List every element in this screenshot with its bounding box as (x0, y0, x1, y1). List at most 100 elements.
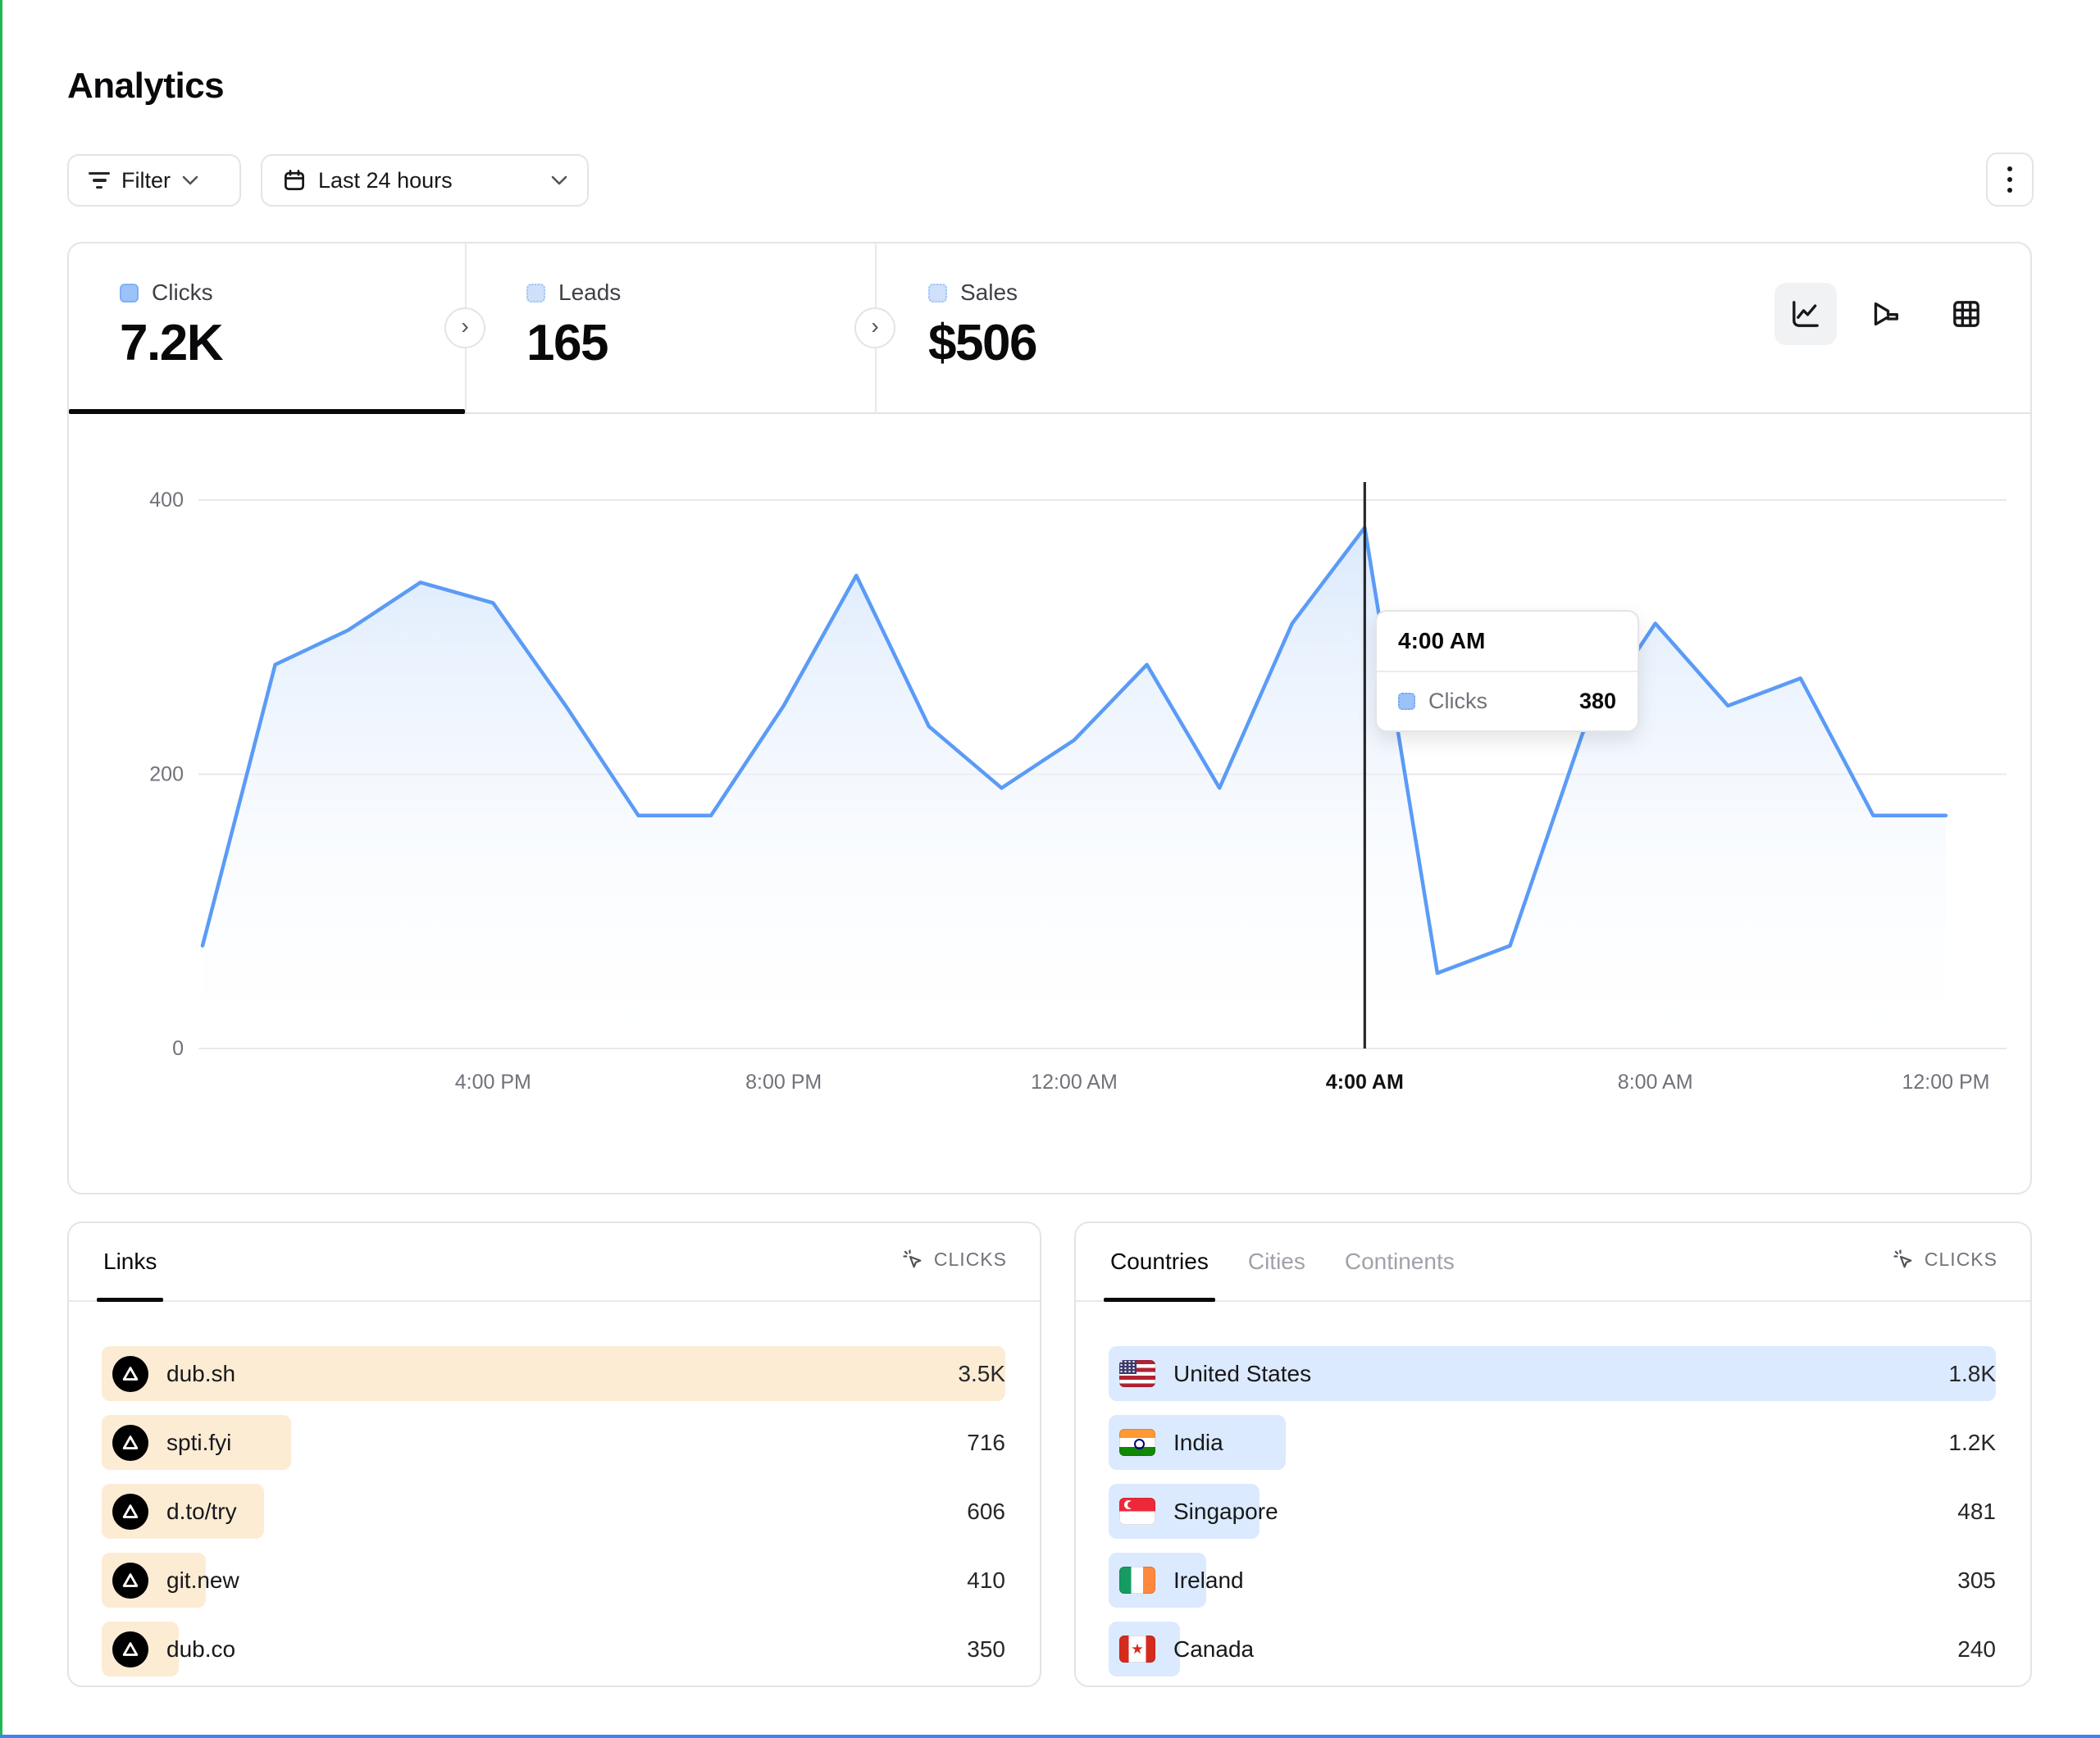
calendar-icon (285, 170, 304, 190)
analytics-chart-card: Clicks 7.2K Leads 165 Sales $506 › › (67, 242, 2032, 1194)
country-bar (1109, 1346, 1996, 1401)
table-view-button[interactable] (1935, 283, 1998, 345)
link-row-d.to/try[interactable]: d.to/try 606 (102, 1484, 1005, 1539)
link-name: spti.fyi (166, 1429, 232, 1455)
link-row-dub.co[interactable]: dub.co 350 (102, 1622, 1005, 1677)
expand-leads-chevron-button[interactable]: › (444, 307, 485, 348)
table-grid-icon (1953, 301, 1979, 327)
country-row-Ireland[interactable]: Ireland 305 (1109, 1553, 1996, 1608)
ca-flag-icon (1119, 1636, 1155, 1663)
link-value: 350 (967, 1636, 1005, 1662)
country-name: Ireland (1173, 1567, 1244, 1593)
sales-label: Sales (960, 280, 1018, 305)
in-flag-icon (1119, 1429, 1155, 1456)
filter-icon (89, 171, 110, 189)
dub-favicon (112, 1355, 148, 1392)
links-panel-header: Links CLICKS (69, 1223, 1040, 1302)
link-bar (102, 1346, 1005, 1401)
country-value: 305 (1957, 1567, 1996, 1593)
clicks-area-chart[interactable]: 0 200 400 4:00 PM 8:00 PM 12:00 AM 4:00 AM 8:00… (75, 459, 2027, 1125)
links-metric-label: CLICKS (933, 1248, 1007, 1270)
us-flag-icon (1119, 1360, 1155, 1387)
leads-label: Leads (558, 280, 622, 305)
dub-favicon (112, 1631, 148, 1667)
expand-sales-chevron-button[interactable]: › (854, 307, 895, 348)
tab-continents[interactable]: Continents (1344, 1249, 1455, 1274)
tab-cities[interactable]: Cities (1247, 1249, 1305, 1274)
links-panel: Links CLICKS dub.sh 3.5K spti.fyi 716 d.to/t… (67, 1222, 1041, 1687)
cursor-click-icon (1893, 1249, 1912, 1268)
tab-links[interactable]: Links (96, 1223, 164, 1302)
tooltip-value: 380 (1578, 689, 1616, 713)
leads-value: 165 (526, 315, 608, 371)
dub-favicon (112, 1493, 148, 1530)
country-name: United States (1173, 1360, 1312, 1386)
tab-countries[interactable]: Countries (1104, 1223, 1215, 1302)
link-row-spti.fyi[interactable]: spti.fyi 716 (102, 1415, 1005, 1470)
active-tab-underline (69, 409, 465, 414)
stats-tabs-row: Clicks 7.2K Leads 165 Sales $506 › › (69, 243, 2030, 414)
x-axis-tick-12-00-AM: 12:00 AM (1031, 1071, 1118, 1094)
x-axis-tick-8-00-AM: 8:00 AM (1618, 1071, 1693, 1094)
filter-button[interactable]: Filter (67, 154, 241, 207)
chevron-down-icon (551, 175, 567, 185)
y-axis-tick-400: 400 (149, 489, 184, 512)
clicks-value: 7.2K (120, 315, 223, 371)
line-chart-icon (1793, 301, 1819, 327)
country-row-India[interactable]: India 1.2K (1109, 1415, 1996, 1470)
page-title: Analytics (67, 66, 225, 106)
funnel-view-button[interactable] (1855, 283, 1917, 345)
ie-flag-icon (1119, 1567, 1155, 1594)
countries-panel-header: Countries Cities Continents CLICKS (1076, 1223, 2030, 1302)
countries-panel: Countries Cities Continents CLICKS United … (1074, 1222, 2032, 1687)
link-value: 716 (967, 1429, 1005, 1455)
sales-value: $506 (928, 315, 1037, 371)
country-row-Canada[interactable]: Canada 240 (1109, 1622, 1996, 1677)
x-axis-tick-4-00-PM: 4:00 PM (455, 1071, 531, 1094)
date-range-label: Last 24 hours (318, 167, 453, 193)
tooltip-legend-square (1398, 693, 1415, 710)
y-axis-tick-0: 0 (172, 1037, 184, 1060)
tooltip-series-label: Clicks (1428, 689, 1487, 713)
link-value: 606 (967, 1498, 1005, 1524)
link-name: dub.sh (166, 1360, 236, 1386)
clicks-area-fill (203, 527, 1946, 1049)
more-options-button[interactable] (1986, 152, 2034, 207)
funnel-icon (1874, 302, 1898, 326)
link-name: git.new (166, 1567, 239, 1593)
link-value: 410 (967, 1567, 1005, 1593)
link-value: 3.5K (958, 1360, 1005, 1386)
y-axis-tick-200: 200 (149, 763, 184, 786)
country-row-Singapore[interactable]: Singapore 481 (1109, 1484, 1996, 1539)
country-name: Singapore (1173, 1498, 1278, 1524)
clicks-line (200, 525, 1948, 976)
line-chart-view-button[interactable] (1774, 283, 1837, 345)
countries-metric-label: CLICKS (1924, 1248, 1998, 1270)
cursor-click-icon (903, 1249, 922, 1268)
country-value: 1.8K (1948, 1360, 1996, 1386)
screen-edge-accent-left (0, 0, 2, 1738)
chevron-down-icon (182, 175, 198, 185)
clicks-legend-square (120, 283, 139, 303)
leads-legend-square (526, 283, 545, 303)
link-row-git.new[interactable]: git.new 410 (102, 1553, 1005, 1608)
date-range-button[interactable]: Last 24 hours (261, 154, 589, 207)
link-name: dub.co (166, 1636, 236, 1662)
link-row-dub.sh[interactable]: dub.sh 3.5K (102, 1346, 1005, 1401)
links-metric-header[interactable]: CLICKS (901, 1248, 1007, 1271)
sales-legend-square (928, 283, 947, 303)
country-value: 240 (1957, 1636, 1996, 1662)
countries-metric-header[interactable]: CLICKS (1892, 1248, 1998, 1271)
filter-button-label: Filter (121, 167, 171, 193)
country-value: 481 (1957, 1498, 1996, 1524)
screen-edge-accent-bottom (0, 1735, 2100, 1738)
dub-favicon (112, 1562, 148, 1599)
country-row-United States[interactable]: United States 1.8K (1109, 1346, 1996, 1401)
kebab-icon (2007, 166, 2012, 171)
x-axis-tick-12-00-PM: 12:00 PM (1902, 1071, 1989, 1094)
chart-tooltip: 4:00 AM Clicks 380 (1375, 610, 1639, 732)
tooltip-time: 4:00 AM (1377, 612, 1638, 672)
country-name: India (1173, 1429, 1223, 1455)
sg-flag-icon (1119, 1498, 1155, 1525)
country-name: Canada (1173, 1636, 1255, 1662)
